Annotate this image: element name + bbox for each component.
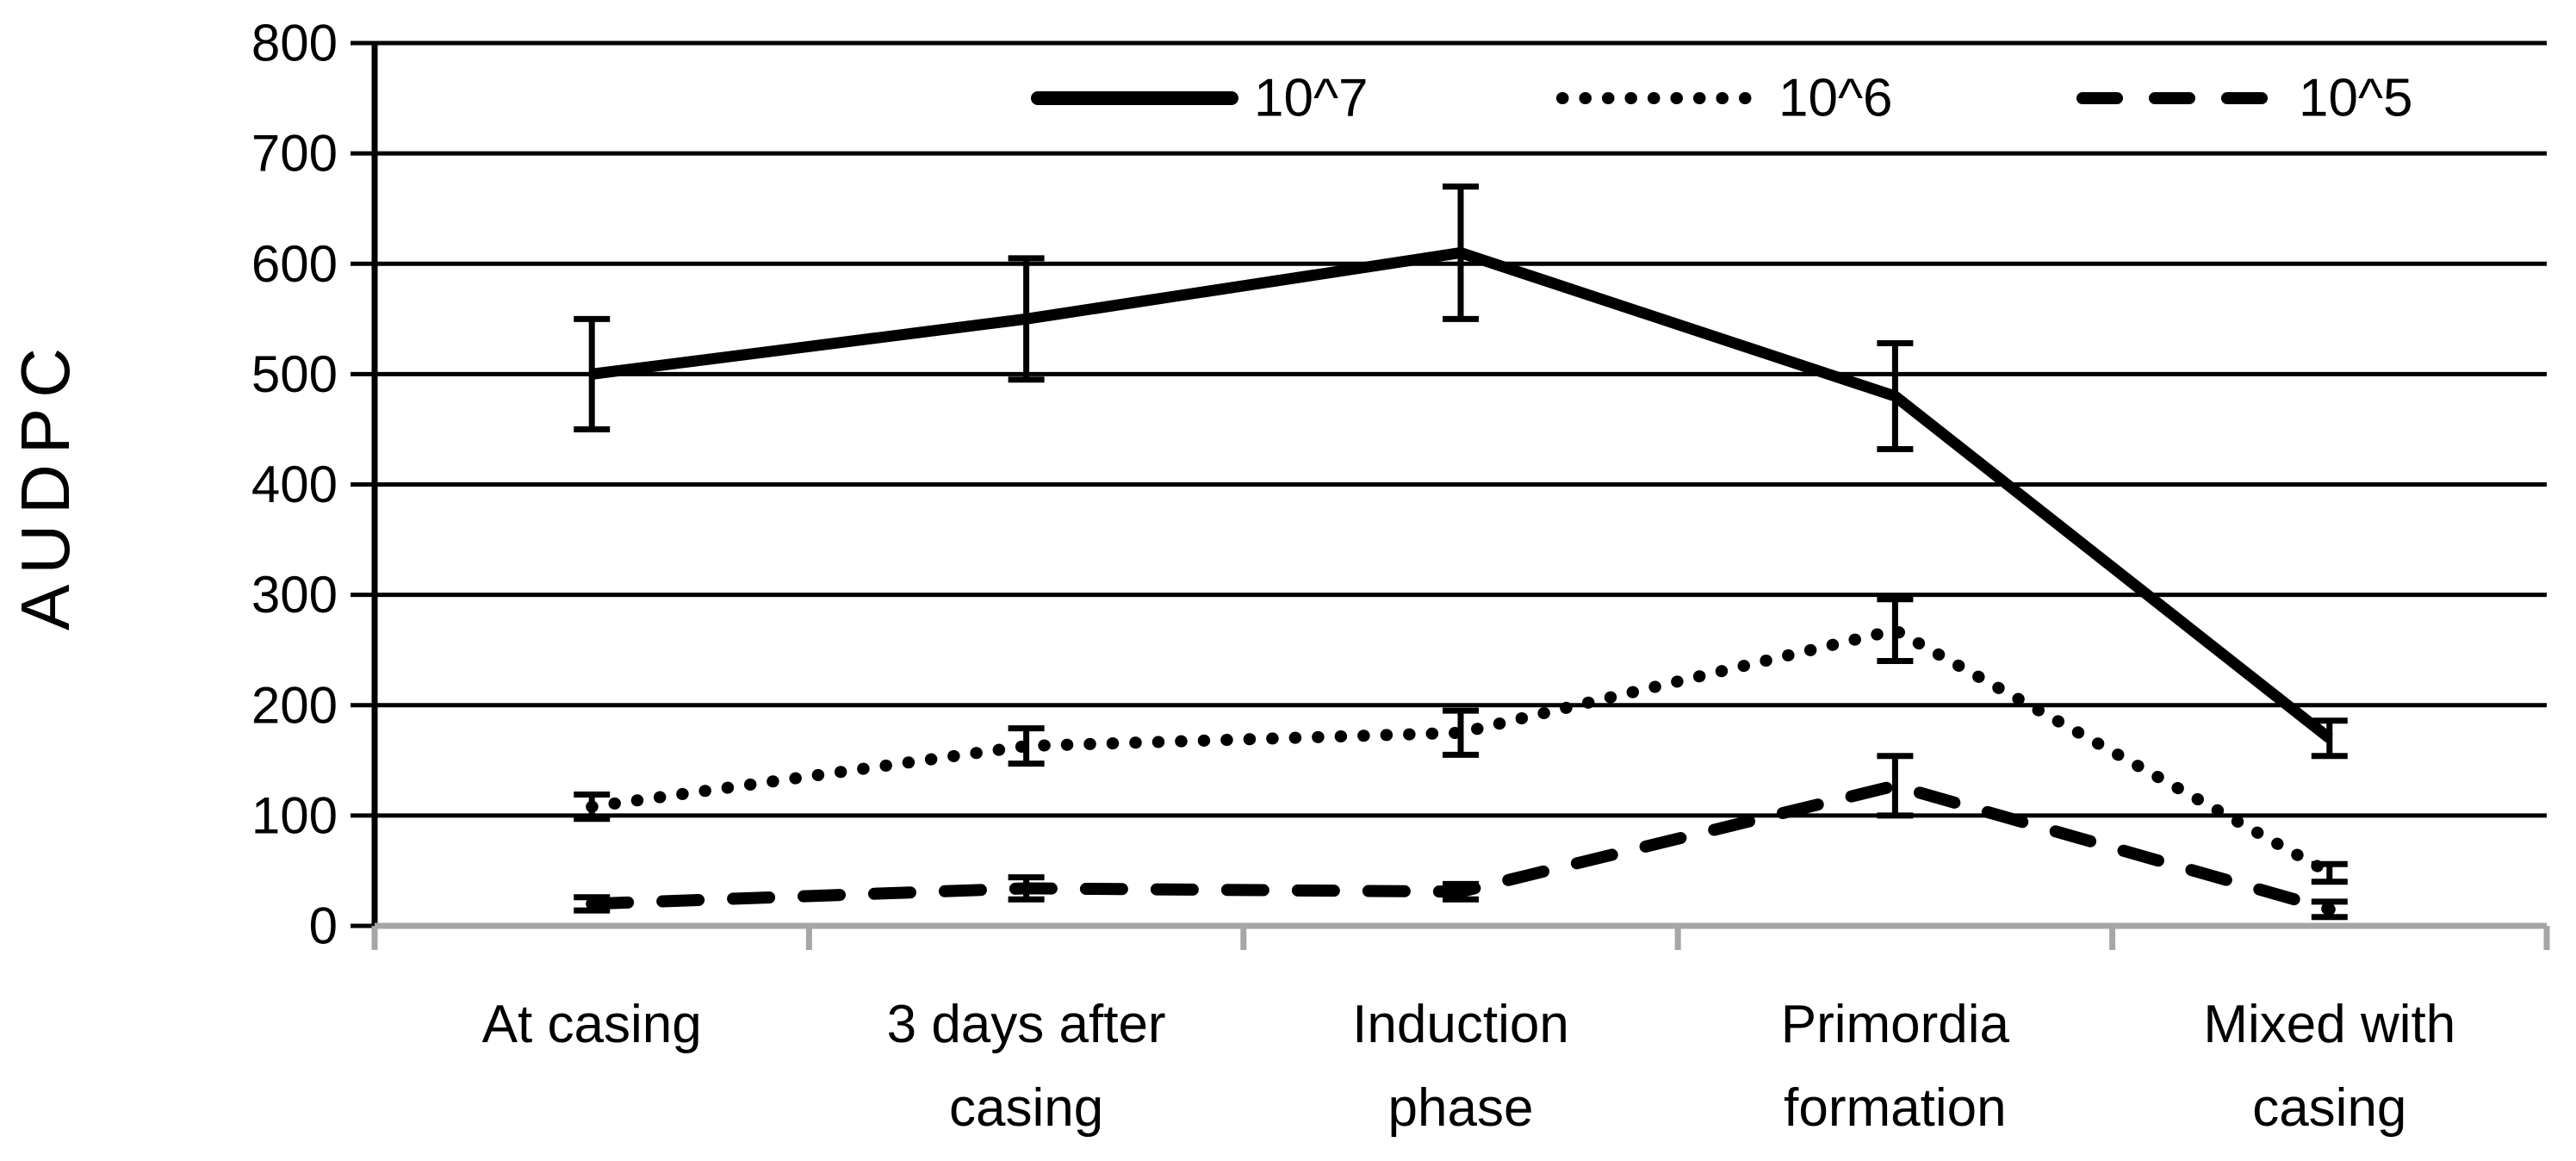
- x-category-label-line: casing: [949, 1078, 1103, 1138]
- error-bar-10^6: [1877, 596, 1914, 664]
- x-category-label-line: Mixed with: [2203, 995, 2455, 1054]
- error-bar-10^5: [574, 894, 611, 914]
- legend-item-10^6: 10^6: [1556, 69, 1893, 128]
- x-category-label-line: At casing: [482, 995, 702, 1054]
- error-bar-10^5: [1877, 753, 1914, 819]
- error-bar-10^6: [2311, 860, 2348, 885]
- legend-item-10^7: 10^7: [1031, 69, 1369, 128]
- x-category-label-line: phase: [1388, 1078, 1534, 1138]
- legend-label: 10^6: [1778, 69, 1893, 128]
- y-tick-label: 100: [251, 786, 338, 844]
- error-bar-10^6: [1008, 725, 1045, 767]
- error-bar-10^5: [1008, 874, 1045, 903]
- legend-item-10^5: 10^5: [2076, 69, 2413, 128]
- y-tick-label: 500: [251, 345, 338, 403]
- y-tick-label: 200: [251, 676, 338, 734]
- error-bar-10^6: [574, 792, 611, 823]
- x-category-label-line: Induction: [1352, 995, 1569, 1054]
- x-category-label: Primordia formation: [1781, 995, 2010, 1138]
- x-category-label: Mixed with casing: [2203, 995, 2455, 1138]
- y-tick-label: 700: [251, 125, 338, 183]
- y-tick-label: 800: [251, 15, 338, 72]
- y-axis-title: AUDPC: [7, 338, 84, 630]
- y-tick-label: 600: [251, 235, 338, 293]
- error-bar-10^6: [1443, 707, 1479, 758]
- error-bar-10^7: [2311, 717, 2348, 760]
- error-bar-10^7: [1443, 183, 1479, 322]
- x-category-label: Induction phase: [1352, 995, 1569, 1138]
- x-category-label: 3 days after casing: [887, 995, 1166, 1138]
- error-bar-10^7: [1877, 340, 1914, 452]
- x-category-label-line: formation: [1784, 1078, 2006, 1138]
- y-tick-label: 0: [309, 897, 338, 955]
- x-category-label-line: casing: [2252, 1078, 2406, 1138]
- x-category-label-line: Primordia: [1781, 995, 2010, 1054]
- error-bar-10^7: [574, 315, 611, 432]
- error-bar-10^5: [1443, 880, 1479, 903]
- legend-label: 10^7: [1254, 69, 1369, 128]
- error-bar-10^5: [2311, 898, 2348, 921]
- x-category-label: At casing: [482, 995, 702, 1054]
- y-tick-label: 400: [251, 456, 338, 513]
- error-bar-10^7: [1008, 255, 1045, 383]
- y-tick-label: 300: [251, 566, 338, 624]
- x-category-label-line: 3 days after: [887, 995, 1166, 1054]
- legend-label: 10^5: [2299, 69, 2413, 128]
